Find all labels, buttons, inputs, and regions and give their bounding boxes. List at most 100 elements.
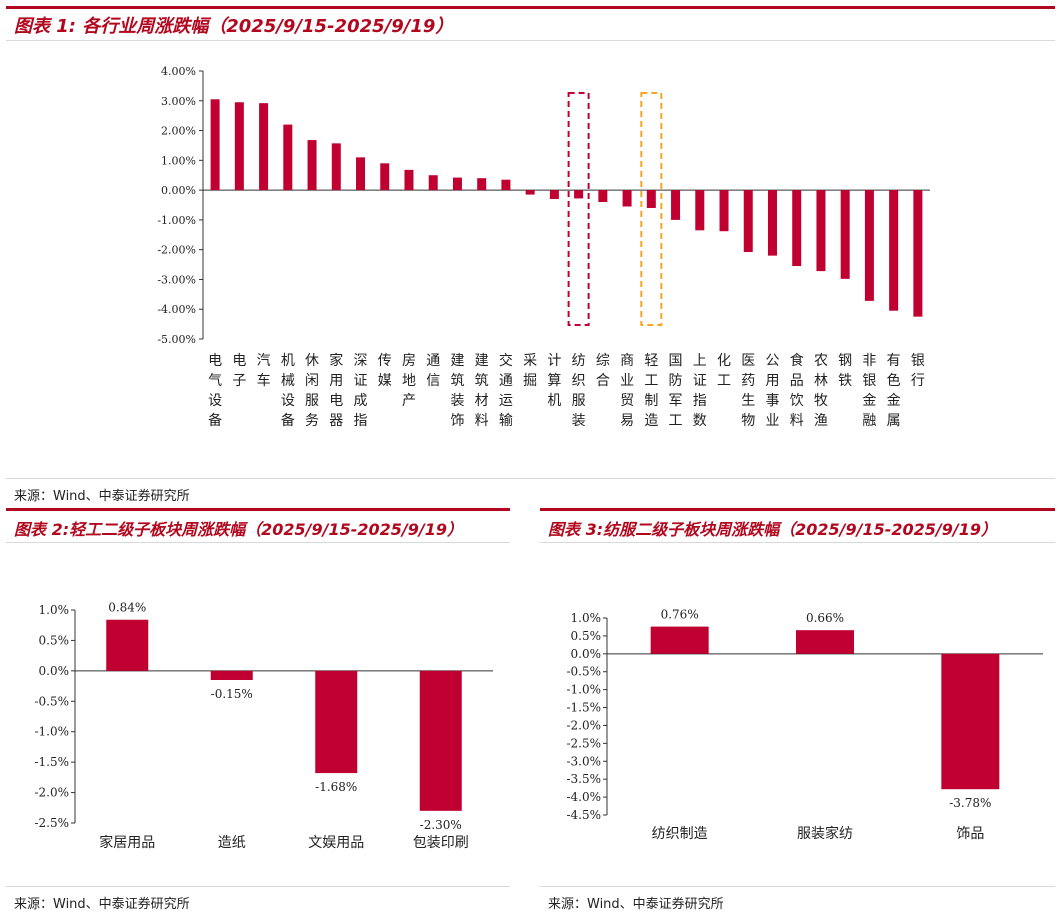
chart2-y-tick-label: -2.5% (34, 816, 69, 830)
chart2-y-tick-label: 0.0% (39, 664, 70, 678)
chart1-x-tick-label-char: 料 (475, 413, 489, 429)
chart1-bar (452, 177, 462, 191)
chart1-x-tick-label-char: 饰 (450, 413, 464, 429)
chart1-x-tick-label-char: 材 (475, 393, 489, 409)
chart1-x-tick-label-char: 牧 (814, 393, 828, 409)
chart1-bar (646, 190, 656, 208)
chart1-x-tick-label-char: 工 (717, 373, 731, 389)
chart1-x-tick-label-char: 金 (862, 393, 876, 409)
chart1-y-tick-label: -5.00% (157, 333, 196, 346)
chart1-x-tick-label-char: 采 (523, 353, 537, 369)
chart3-y-tick-label: 0.5% (571, 629, 602, 643)
chart1-x-tick-label-char: 家 (329, 352, 343, 369)
chart1-x-tick-label-char: 地 (402, 373, 416, 389)
panel1-title: 图表 1: 各行业周涨跌幅（2025/9/15-2025/9/19） (14, 16, 454, 37)
chart1-x-tick-label-char: 合 (596, 373, 610, 389)
chart3-y-tick-label: 0.0% (571, 647, 602, 661)
chart2-bar (106, 619, 149, 671)
chart2-y-tick-label: -1.0% (34, 725, 69, 739)
chart1-x-tick-label-char: 饮 (790, 393, 804, 409)
chart1-bar (743, 190, 753, 253)
chart1-x-tick-label-char: 综 (596, 353, 610, 369)
chart1-x-tick-label-char: 上 (693, 353, 707, 369)
chart1-y-tick-label: -4.00% (157, 303, 196, 316)
chart1-highlight-box (640, 92, 663, 326)
chart1-x-tick-label-char: 纺 (572, 353, 586, 369)
panel3-bottom-divider (540, 886, 1055, 887)
panel2-top-rule (6, 508, 510, 511)
chart2-x-tick-label: 文娱用品 (308, 835, 364, 851)
chart1-x-tick-label-char: 医 (741, 353, 755, 369)
chart3-x-tick-label: 纺织制造 (652, 826, 708, 842)
chart1-x-tick-label-char: 信 (426, 373, 440, 389)
chart1-x-tick-label-char: 制 (644, 393, 658, 409)
chart1-bar (307, 140, 317, 191)
chart1-x-tick-label-char: 建 (450, 353, 464, 369)
chart3-data-label: 0.66% (806, 611, 844, 625)
chart1-bar (671, 190, 681, 220)
chart3-y-tick-label: -0.5% (566, 665, 601, 679)
chart1-bar (598, 190, 608, 203)
chart1-bar (549, 190, 559, 200)
chart3-y-tick-label: -4.0% (566, 790, 601, 804)
chart2-y-tick-label: -1.5% (34, 755, 69, 769)
chart1-x-tick-label-char: 用 (765, 373, 779, 389)
panel3-source: 来源：Wind、中泰证券研究所 (548, 897, 724, 912)
panel3-title-divider (540, 542, 1055, 543)
chart1-x-tick-label-char: 食 (790, 352, 804, 369)
chart1-highlight-box (567, 92, 590, 326)
chart1-x-tick-label-char: 工 (669, 413, 683, 429)
chart3-y-tick-label: -2.5% (566, 736, 601, 750)
chart1-x-tick-label-char: 备 (281, 412, 295, 429)
chart1-bar (574, 190, 584, 199)
chart1-bar (695, 190, 705, 231)
chart2-bar (210, 670, 253, 680)
chart1-x-tick-label-char: 深 (354, 353, 368, 369)
chart1-x-tick-label-char: 服 (305, 393, 319, 409)
chart1-x-tick-label-char: 料 (790, 413, 804, 429)
chart1-y-tick-label: -1.00% (157, 214, 196, 227)
chart1-x-tick-label-char: 机 (547, 393, 561, 409)
chart1-x-tick-label-char: 用 (329, 373, 343, 389)
chart1-bar (622, 190, 632, 207)
chart1-y-tick-label: 0.00% (161, 184, 196, 197)
chart1-x-tick-label-char: 电 (208, 353, 222, 369)
chart1-bar (404, 169, 414, 191)
panel1-bottom-divider (6, 478, 1055, 479)
chart1-x-tick-label-char: 通 (499, 373, 513, 389)
chart1-x-tick-label-char: 渔 (814, 413, 828, 429)
chart1-x-tick-label-char: 农 (814, 353, 828, 369)
chart1-x-tick-label-char: 房 (402, 353, 416, 369)
chart1-x-tick-label-char: 轻 (644, 353, 658, 369)
chart1-x-tick-label-char: 造 (644, 413, 658, 429)
chart1-bar (525, 190, 535, 195)
chart1-y-tick-label: 1.00% (161, 154, 196, 167)
chart1-bar (816, 190, 826, 272)
chart1-x-tick-label-char: 产 (402, 393, 416, 409)
chart1-x-tick-label-char: 品 (790, 373, 804, 389)
chart3-y-tick-label: -1.5% (566, 701, 601, 715)
chart1-x-tick-label-char: 数 (693, 413, 707, 429)
chart1-x-tick-label-char: 械 (281, 373, 295, 389)
chart1-x-tick-label-char: 工 (644, 373, 658, 389)
chart1-x-tick-label-char: 军 (669, 393, 683, 409)
chart1-bar (719, 190, 729, 232)
chart2-x-tick-label: 家居用品 (99, 834, 155, 851)
chart3-y-tick-label: 1.0% (571, 611, 602, 625)
chart3-bar (796, 630, 854, 654)
chart2-x-tick-label: 造纸 (218, 835, 246, 851)
chart3-bar (941, 653, 1000, 790)
chart2-bar (419, 670, 462, 811)
chart1-bar (331, 143, 341, 191)
chart1-x-tick-label-char: 建 (475, 353, 489, 369)
chart3-y-tick-label: -3.5% (566, 772, 601, 786)
chart1-x-tick-label-char: 铁 (838, 373, 852, 389)
chart1-bar (477, 178, 487, 191)
chart1-x-tick-label-char: 通 (426, 353, 440, 369)
chart1-x-tick-label-char: 休 (305, 353, 319, 369)
chart1-x-tick-label-char: 机 (281, 353, 295, 369)
chart1-x-tick-label-char: 计 (547, 353, 561, 369)
panel1-source: 来源：Wind、中泰证券研究所 (14, 489, 190, 504)
chart1-x-tick-label-char: 装 (572, 413, 586, 429)
panel3-top-rule (540, 508, 1055, 511)
